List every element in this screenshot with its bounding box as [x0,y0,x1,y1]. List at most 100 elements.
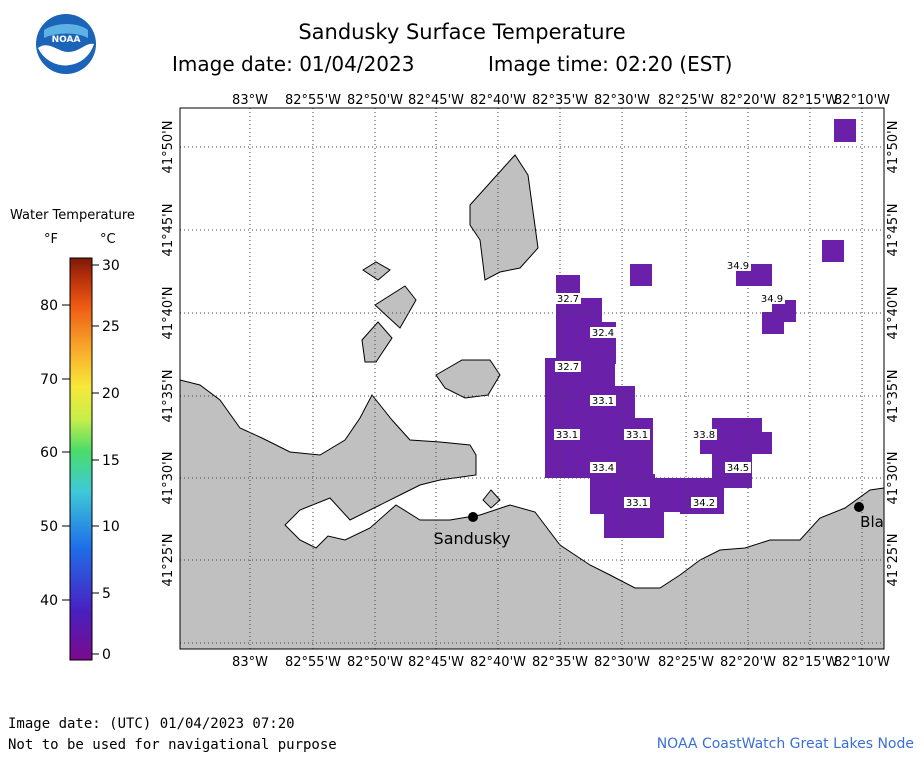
temperature-map: 83°W 82°55'W 82°50'W 82°45'W 82°40'W 82°35'W 8… [40,93,901,670]
logo-text: NOAA [52,35,81,45]
lat-label: 41°35'N [161,370,176,423]
lat-label: 41°35'N [886,370,901,423]
lon-label: 83°W [232,655,268,670]
lat-lon-grid [180,108,884,649]
lat-label: 41°50'N [886,121,901,174]
map-title: Sandusky Surface Temperature [298,20,626,44]
lon-label: 82°45'W [408,93,464,108]
c-tick: 30 [102,258,120,274]
temp-label-bg [725,462,751,473]
unit-celsius: °C [100,232,116,247]
temperature-cells [545,119,856,538]
lon-labels-top: 83°W 82°55'W 82°50'W 82°45'W 82°40'W 82°35'W 8… [232,93,890,108]
temp-label: 34.5 [727,463,749,474]
sandusky-marker [468,512,478,522]
island-small-1 [362,261,391,281]
fahrenheit-ticks: 80 70 60 50 40 [40,298,70,609]
map-frame [179,107,885,650]
lon-label: 82°50'W [347,93,403,108]
temp-cell [630,264,652,286]
noaa-logo: NOAA [34,12,98,80]
lon-labels-bottom: 83°W 82°55'W 82°50'W 82°45'W 82°40'W 82°35'W 8… [232,655,890,670]
temp-cell [556,275,580,297]
lon-label: 82°55'W [285,93,341,108]
temp-label-bg [590,327,616,338]
temp-label: 33.1 [626,498,648,509]
c-tick: 0 [102,647,111,663]
credit-line: NOAA CoastWatch Great Lakes Node [656,736,914,752]
temp-label: 34.2 [693,498,715,509]
celsius-ticks: 30 25 20 15 10 5 0 [92,258,120,663]
lat-labels-left: 41°50'N 41°45'N 41°40'N 41°35'N 41°30'N 41°25… [161,121,176,587]
temp-label: 32.4 [592,328,614,339]
lon-label: 82°35'W [532,93,588,108]
lat-label: 41°45'N [161,204,176,257]
lon-label: 82°20'W [720,93,776,108]
temp-label-bg [555,361,581,372]
f-tick: 80 [40,298,58,314]
temp-label: 33.1 [556,430,578,441]
f-tick: 60 [40,445,58,461]
place-sandusky: Sandusky [434,529,511,548]
temp-label: 33.4 [592,463,614,474]
c-tick: 25 [102,319,120,335]
place-bla: Bla [860,513,884,531]
temp-label-bg [554,429,580,440]
lon-label: 82°50'W [347,655,403,670]
lon-label: 82°10'W [834,655,890,670]
temp-label: 33.1 [626,430,648,441]
f-tick: 50 [40,519,58,535]
temp-cell [700,432,772,454]
lat-label: 41°40'N [886,287,901,340]
lon-label: 82°55'W [285,655,341,670]
lat-label: 41°30'N [886,452,901,505]
lon-label: 82°30'W [594,655,650,670]
temp-label-bg [590,395,616,406]
image-date: Image date: 01/04/2023 [172,52,415,76]
legend-title: Water Temperature [10,208,135,223]
lon-label: 82°35'W [532,655,588,670]
temperature-labels: 34.9 32.7 32.4 34.9 32.7 33.1 33.1 33.1 33.8 33.4… [554,260,785,509]
lon-label: 83°W [232,93,268,108]
lon-label: 82°15'W [782,93,838,108]
temp-cell [822,240,844,262]
lat-label: 41°50'N [161,121,176,174]
temp-label-bg [555,293,581,304]
island-north [469,154,539,281]
c-tick: 5 [102,586,111,602]
temp-cell [762,312,784,334]
lat-label: 41°40'N [161,287,176,340]
c-tick: 10 [102,519,120,535]
utc-date: Image date: (UTC) 01/04/2023 07:20 [8,716,295,732]
temp-label-bg [590,462,616,473]
lat-labels-right: 41°50'N 41°45'N 41°40'N 41°35'N 41°30'N 41°25… [886,121,901,587]
lon-label: 82°45'W [408,655,464,670]
temp-label-bg [759,293,785,304]
temp-label: 33.8 [693,430,715,441]
lat-label: 41°25'N [886,534,901,587]
lon-label: 82°40'W [470,655,526,670]
island-small-4 [482,489,501,509]
temp-label: 34.9 [727,261,749,272]
c-tick: 15 [102,453,120,469]
f-tick: 70 [40,372,58,388]
lon-label: 82°20'W [720,655,776,670]
lon-label: 82°15'W [782,655,838,670]
lat-label: 41°25'N [161,534,176,587]
lon-label: 82°25'W [658,655,714,670]
island-small-2 [374,285,417,329]
temp-label: 33.1 [592,396,614,407]
unit-fahrenheit: °F [44,232,58,247]
temp-label: 32.7 [557,294,579,305]
temp-label-bg [725,260,751,271]
lon-label: 82°10'W [834,93,890,108]
temp-label-bg [691,429,717,440]
disclaimer: Not to be used for navigational purpose [8,737,337,753]
lon-label: 82°30'W [594,93,650,108]
bla-marker [854,502,864,512]
south-shore-land [179,379,885,650]
f-tick: 40 [40,593,58,609]
island-kelleys [435,359,501,399]
color-scale-bar [69,257,93,661]
lon-label: 82°40'W [470,93,526,108]
